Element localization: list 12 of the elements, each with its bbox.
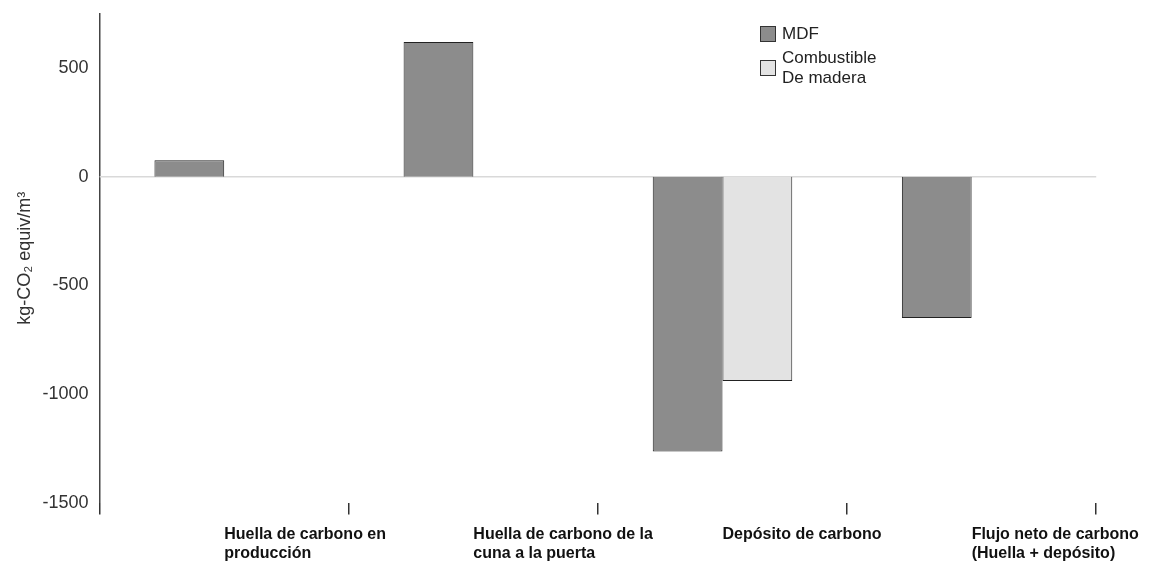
y-tick-label: 500 [58,57,89,78]
legend-label: MDF [782,24,819,44]
legend-label: Combustible De madera [782,48,878,88]
y-tick-label: -1500 [42,491,89,512]
y-tick-label: 0 [78,165,89,186]
y-tick-label: -1000 [42,382,89,403]
y-axis-title: kg-CO₂ equiv/m³ [13,191,34,325]
x-tick-label: Flujo neto de carbono (Huella + depósito) [971,524,1139,561]
x-tick-label: Depósito de carbono [722,524,882,542]
y-tick-label: -500 [52,274,89,295]
x-tick-label: Huella de carbono de la cuna a la puerta [473,524,654,561]
x-tick-label: Huella de carbono en producción [224,524,387,561]
